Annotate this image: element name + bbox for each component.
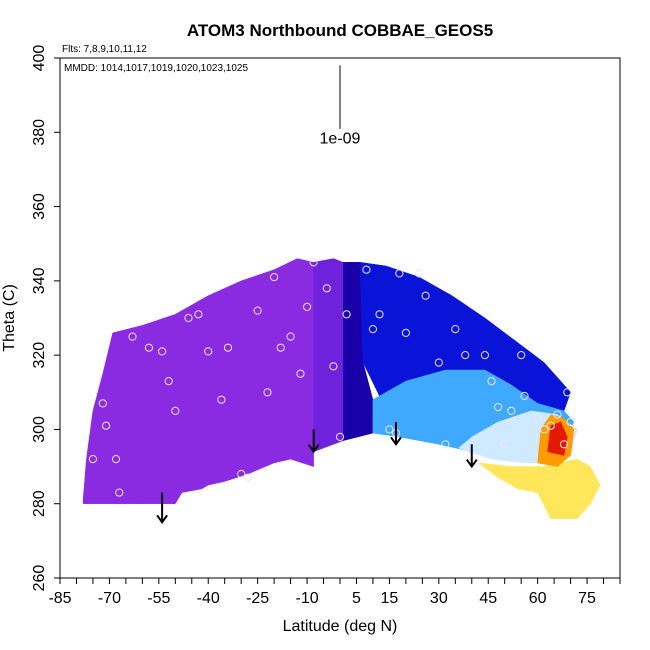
arrows-layer — [156, 422, 478, 525]
sample-point — [441, 440, 450, 449]
sample-point — [559, 440, 569, 449]
x-tick-label: 75 — [578, 590, 596, 607]
heatmap-region-mid-indigo-band — [313, 258, 344, 453]
x-tick-label: -55 — [147, 590, 170, 607]
arrow-head — [390, 436, 402, 447]
sample-point — [487, 377, 496, 386]
sample-point — [286, 332, 295, 341]
y-tick-label: 400 — [31, 45, 48, 72]
sample-point — [533, 414, 542, 423]
x-tick-label: -25 — [246, 590, 269, 607]
sample-point — [375, 310, 384, 319]
x-tick-label: 60 — [529, 590, 547, 607]
sample-point — [507, 406, 516, 415]
sample-points-layer — [88, 258, 575, 497]
y-tick-label: 340 — [31, 267, 48, 294]
contour-layer: 1e-09 — [320, 65, 361, 147]
heatmap-region-northern-red-core — [547, 421, 568, 456]
sample-point — [204, 347, 213, 356]
sample-point — [270, 273, 279, 282]
heatmap-region-northern-yellow-zone — [477, 458, 601, 519]
sample-point — [253, 306, 262, 315]
sample-point — [329, 362, 338, 371]
x-tick-label: 15 — [381, 590, 399, 607]
dates-note: MMDD: 1014,1017,1019,1020,1023,1025 — [64, 63, 248, 74]
y-tick-label: 360 — [31, 193, 48, 220]
y-tick-label: 260 — [31, 565, 48, 592]
plot-region: 1e-09 — [59, 57, 621, 579]
x-tick-label: 45 — [479, 590, 497, 607]
sample-point — [566, 417, 575, 427]
x-axis: -85 -70 -55 -40 -25 -10 5 15 30 45 60 75 — [48, 578, 621, 607]
y-axis-label: Theta (C) — [1, 284, 18, 352]
sample-point — [395, 269, 404, 278]
sample-point — [98, 399, 107, 408]
x-tick-label: 5 — [352, 590, 361, 607]
sample-point — [184, 313, 193, 323]
y-tick-label: 280 — [31, 490, 48, 517]
arrow-head — [307, 444, 320, 454]
sample-point — [451, 325, 460, 334]
y-axis: 260 280 300 320 340 360 380 400 — [31, 45, 60, 592]
heatmap-region-southern-violet-field — [82, 258, 314, 504]
sample-point — [194, 310, 203, 319]
sample-point — [342, 310, 351, 319]
sample-point — [494, 403, 503, 412]
sample-point — [243, 473, 252, 482]
sample-point — [111, 455, 121, 464]
sample-point — [296, 369, 305, 378]
sample-point — [434, 358, 443, 367]
sample-point — [401, 328, 410, 337]
x-tick-label: -70 — [98, 590, 121, 607]
sample-point — [421, 291, 430, 300]
x-tick-label: -10 — [295, 590, 318, 607]
x-axis-label: Latitude (deg N) — [283, 618, 398, 635]
y-tick-label: 380 — [31, 119, 48, 146]
y-tick-label: 300 — [31, 416, 48, 443]
x-tick-label: -40 — [197, 590, 220, 607]
sample-point — [88, 455, 98, 464]
contour-label: 1e-09 — [320, 130, 361, 147]
sample-point — [276, 343, 285, 352]
sample-point — [480, 351, 489, 360]
sample-point — [335, 432, 345, 441]
x-tick-label: -85 — [48, 590, 71, 607]
sample-point — [415, 269, 424, 278]
sample-point — [563, 388, 572, 397]
sample-point — [546, 421, 555, 430]
sample-point — [115, 488, 124, 497]
sample-point — [128, 332, 137, 341]
sample-point — [500, 440, 509, 449]
sample-point — [164, 377, 173, 386]
sample-point — [237, 469, 246, 479]
sample-point — [217, 395, 226, 404]
sample-point — [517, 351, 526, 360]
sample-point — [322, 284, 331, 293]
sample-point — [540, 425, 549, 434]
sample-point — [368, 325, 377, 334]
heatmap-layer — [82, 258, 601, 519]
chart-title: ATOM3 Northbound COBBAE_GEOS5 — [187, 21, 493, 40]
arrow-head — [465, 458, 478, 469]
y-tick-label: 320 — [31, 342, 48, 369]
sample-point — [385, 425, 394, 434]
sample-point — [553, 410, 562, 419]
sample-point — [362, 265, 371, 274]
sample-point — [223, 343, 233, 352]
sample-point — [461, 351, 470, 360]
sample-point — [171, 406, 180, 415]
arrow-head — [156, 514, 168, 525]
sample-point — [263, 388, 272, 397]
sample-point — [520, 391, 529, 401]
sample-point — [158, 347, 167, 356]
x-tick-label: 30 — [430, 590, 448, 607]
sample-point — [144, 343, 153, 352]
sample-point — [303, 302, 312, 311]
sample-point — [309, 258, 318, 267]
flights-note: Flts: 7,8,9,10,11,12 — [62, 44, 147, 55]
sample-point — [102, 421, 111, 430]
